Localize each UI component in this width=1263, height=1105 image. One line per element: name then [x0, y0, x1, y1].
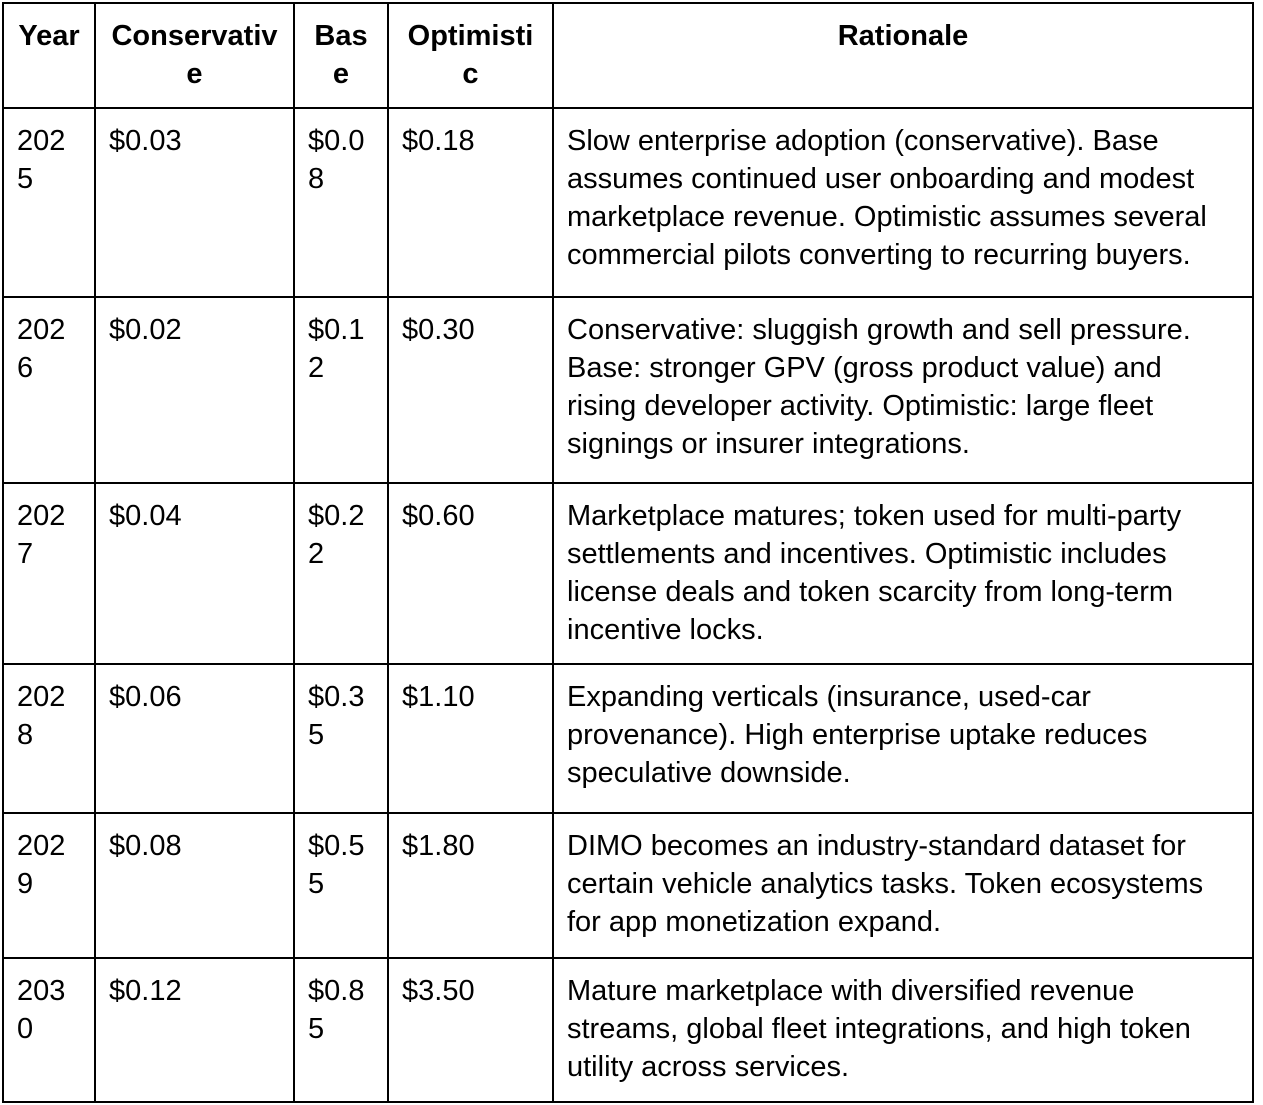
table-row: 2029 $0.08 $0.55 $1.80 DIMO becomes an i… [2, 812, 1254, 959]
cell-base: $0.85 [293, 957, 389, 1103]
cell-optimistic: $0.60 [387, 482, 554, 665]
header-cell-conservative: Conservative [94, 2, 295, 109]
cell-year: 2027 [2, 482, 96, 665]
table-row: 2028 $0.06 $0.35 $1.10 Expanding vertica… [2, 663, 1254, 814]
cell-conservative: $0.02 [94, 296, 295, 484]
cell-conservative: $0.04 [94, 482, 295, 665]
header-cell-optimistic: Optimistic [387, 2, 554, 109]
header-cell-rationale: Rationale [552, 2, 1254, 109]
table-row: 2027 $0.04 $0.22 $0.60 Marketplace matur… [2, 482, 1254, 665]
cell-base: $0.12 [293, 296, 389, 484]
cell-rationale: Expanding verticals (insurance, used-car… [552, 663, 1254, 814]
header-cell-base: Base [293, 2, 389, 109]
cell-year: 2026 [2, 296, 96, 484]
header-cell-year: Year [2, 2, 96, 109]
table-row: 2025 $0.03 $0.08 $0.18 Slow enterprise a… [2, 107, 1254, 298]
cell-optimistic: $1.10 [387, 663, 554, 814]
table-header-row: Year Conservative Base Optimistic Ration… [2, 2, 1254, 109]
cell-rationale: Slow enterprise adoption (conservative).… [552, 107, 1254, 298]
cell-base: $0.08 [293, 107, 389, 298]
table-row: 2030 $0.12 $0.85 $3.50 Mature marketplac… [2, 957, 1254, 1103]
cell-optimistic: $0.18 [387, 107, 554, 298]
cell-base: $0.35 [293, 663, 389, 814]
cell-conservative: $0.08 [94, 812, 295, 959]
cell-year: 2029 [2, 812, 96, 959]
cell-optimistic: $3.50 [387, 957, 554, 1103]
cell-rationale: Marketplace matures; token used for mult… [552, 482, 1254, 665]
cell-rationale: DIMO becomes an industry-standard datase… [552, 812, 1254, 959]
cell-conservative: $0.12 [94, 957, 295, 1103]
cell-rationale: Conservative: sluggish growth and sell p… [552, 296, 1254, 484]
table-row: 2026 $0.02 $0.12 $0.30 Conservative: slu… [2, 296, 1254, 484]
cell-base: $0.55 [293, 812, 389, 959]
cell-conservative: $0.06 [94, 663, 295, 814]
cell-optimistic: $0.30 [387, 296, 554, 484]
cell-base: $0.22 [293, 482, 389, 665]
cell-conservative: $0.03 [94, 107, 295, 298]
cell-rationale: Mature marketplace with diversified reve… [552, 957, 1254, 1103]
cell-year: 2028 [2, 663, 96, 814]
cell-year: 2030 [2, 957, 96, 1103]
cell-year: 2025 [2, 107, 96, 298]
cell-optimistic: $1.80 [387, 812, 554, 959]
